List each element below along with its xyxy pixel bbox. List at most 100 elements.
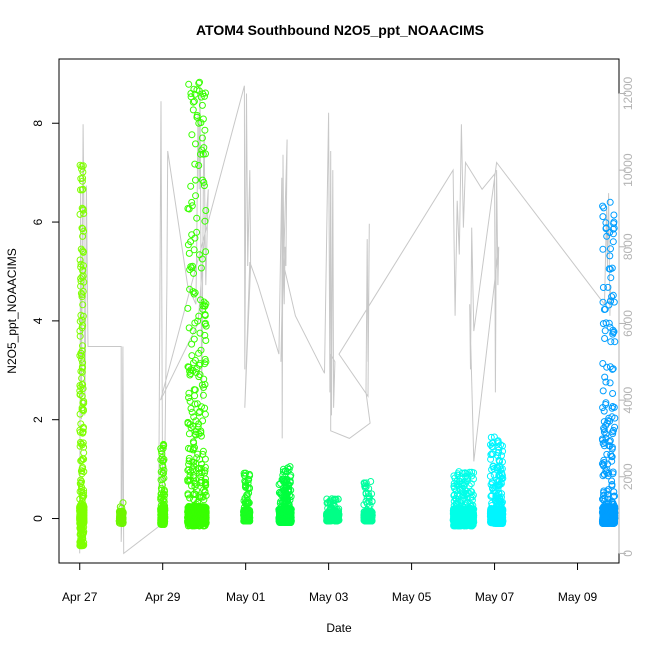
data-point [159, 442, 167, 450]
data-point [195, 312, 203, 320]
data-point [198, 255, 206, 263]
data-point [160, 518, 168, 526]
data-point [77, 245, 85, 253]
data-point [80, 278, 88, 286]
data-point [198, 101, 206, 109]
data-point [160, 466, 168, 474]
plot-frame [58, 58, 620, 564]
data-point [78, 406, 86, 414]
data-point [158, 486, 166, 494]
data-point [159, 463, 167, 471]
data-point [79, 425, 87, 432]
data-point [199, 115, 207, 123]
data-point [79, 399, 87, 407]
data-point [76, 332, 84, 340]
data-point [79, 288, 87, 295]
data-point [184, 304, 192, 312]
data-point [199, 391, 207, 399]
data-point [202, 248, 210, 256]
data-point [78, 518, 85, 526]
data-point [78, 404, 86, 412]
data-point [77, 438, 84, 446]
data-point [158, 454, 166, 461]
data-point [187, 182, 195, 190]
data-point [188, 198, 196, 206]
data-point [157, 476, 165, 484]
data-point [78, 291, 86, 299]
data-point [189, 106, 197, 114]
data-point [78, 364, 86, 372]
data-point [79, 359, 87, 367]
data-point [77, 538, 85, 546]
data-point [186, 266, 194, 274]
data-point [190, 335, 198, 343]
data-point [76, 161, 84, 169]
data-point [76, 210, 84, 218]
data-point [78, 537, 86, 545]
data-point [198, 134, 206, 142]
data-point [78, 478, 85, 486]
data-point [78, 352, 85, 360]
data-point [201, 410, 209, 418]
data-point [196, 408, 204, 415]
data-point [185, 389, 193, 397]
data-point [202, 89, 209, 97]
data-point [191, 160, 199, 168]
data-point [186, 397, 194, 405]
data-point [192, 176, 199, 184]
data-point [188, 352, 196, 360]
data-point [76, 410, 84, 418]
data-point [190, 246, 198, 254]
data-point [78, 186, 86, 194]
data-point [78, 316, 86, 324]
data-point [190, 359, 197, 367]
data-point [80, 262, 88, 270]
data-point [77, 277, 85, 285]
data-point [196, 78, 203, 86]
data-point [79, 247, 86, 255]
data-point [195, 469, 203, 477]
point-series-5 [275, 463, 295, 526]
data-point [79, 385, 87, 392]
data-point [78, 165, 86, 173]
secondary-series [79, 85, 612, 555]
data-point [197, 93, 205, 101]
point-series-7 [360, 478, 376, 525]
data-point [160, 515, 168, 523]
point-series-8 [449, 468, 478, 530]
point-series-9 [486, 433, 507, 527]
data-point [78, 465, 86, 473]
data-point [79, 185, 87, 193]
data-point [77, 457, 85, 465]
data-point [119, 511, 127, 519]
data-point [161, 504, 168, 512]
data-point [77, 505, 85, 513]
data-point [79, 205, 87, 213]
data-point [190, 97, 198, 105]
data-point [201, 467, 209, 475]
data-point [79, 162, 87, 170]
data-point [79, 429, 87, 437]
data-point [76, 390, 84, 398]
data-point [188, 264, 196, 272]
data-point [77, 542, 85, 550]
data-point [201, 217, 209, 225]
data-point [189, 288, 197, 296]
point-series-2 [157, 440, 169, 528]
data-point [191, 392, 199, 400]
data-point [200, 178, 208, 186]
data-point [194, 317, 202, 325]
data-point [185, 430, 193, 438]
data-point [76, 327, 84, 335]
point-series-0 [76, 161, 88, 550]
data-point [80, 529, 87, 537]
data-point [192, 192, 200, 200]
data-point [190, 413, 198, 421]
data-point [486, 472, 494, 480]
data-point [191, 90, 199, 98]
data-point [76, 256, 84, 264]
secondary-line [79, 85, 612, 555]
point-series-6 [323, 495, 343, 525]
data-point [195, 162, 203, 169]
